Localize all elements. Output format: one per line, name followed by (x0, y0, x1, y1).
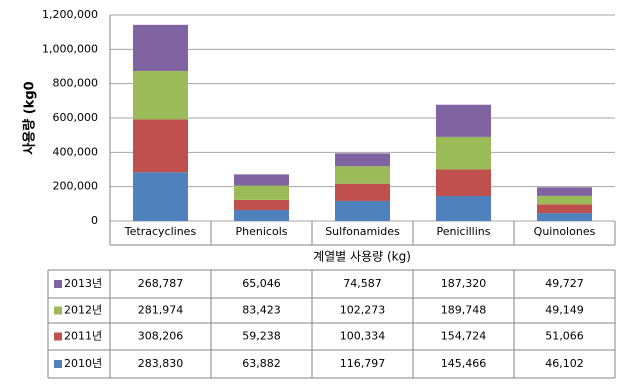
legend-key (54, 306, 62, 315)
table-value: 83,423 (242, 304, 281, 317)
legend-label: 2013년 (64, 277, 102, 290)
table-value: 65,046 (242, 277, 281, 290)
x-tick-label: Quinolones (534, 225, 596, 238)
x-tick-label: Phenicols (236, 225, 288, 238)
bar-segment (133, 119, 188, 173)
table-value: 116,797 (340, 357, 386, 370)
legend-key (54, 332, 62, 341)
bar-segment (234, 199, 289, 211)
table-value: 189,748 (441, 304, 487, 317)
bar-segment (133, 172, 188, 221)
bar-segment (335, 153, 390, 167)
bar-segment (234, 210, 289, 221)
bar-segment (133, 70, 188, 120)
table-value: 100,334 (340, 330, 386, 343)
y-axis-label: 사용량 (kg0 (22, 81, 38, 154)
table-value: 51,066 (545, 330, 584, 343)
legend-key (54, 360, 62, 368)
bar-segment (436, 169, 491, 197)
table-value: 308,206 (138, 330, 184, 343)
x-tick-label: Tetracyclines (124, 225, 197, 238)
bar-segment (234, 185, 289, 200)
y-tick-label: 1,000,000 (42, 42, 98, 55)
y-tick-label: 200,000 (53, 180, 99, 193)
x-tick-label: Sulfonamides (325, 225, 400, 238)
table-value: 102,273 (340, 304, 386, 317)
legend-label: 2011년 (64, 330, 102, 343)
x-tick-label: Penicillins (436, 225, 490, 238)
bar-segment (537, 204, 592, 214)
table-value: 283,830 (138, 357, 184, 370)
table-value: 154,724 (441, 330, 487, 343)
bar-segment (436, 196, 491, 221)
table-value: 74,587 (343, 277, 382, 290)
legend-label: 2010년 (64, 357, 102, 370)
bar-segment (133, 24, 188, 71)
bar-segment (537, 195, 592, 205)
y-tick-label: 800,000 (53, 77, 99, 90)
table-value: 268,787 (138, 277, 184, 290)
table-value: 63,882 (242, 357, 281, 370)
y-tick-label: 0 (91, 214, 98, 227)
table-value: 187,320 (441, 277, 487, 290)
bar-segment (234, 174, 289, 186)
table-value: 145,466 (441, 357, 487, 370)
table-value: 49,727 (545, 277, 584, 290)
y-tick-label: 400,000 (53, 145, 99, 158)
bar-segment (335, 183, 390, 201)
table-value: 49,149 (545, 304, 584, 317)
table-value: 59,238 (242, 330, 281, 343)
bar-segment (335, 200, 390, 221)
bar-segment (335, 166, 390, 184)
table-value: 281,974 (138, 304, 184, 317)
y-tick-label: 1,200,000 (42, 8, 98, 21)
y-tick-label: 600,000 (53, 111, 99, 124)
x-axis-label: 계열별 사용량 (kg) (313, 250, 411, 264)
bar-segment (537, 187, 592, 196)
legend-label: 2012년 (64, 304, 102, 317)
table-value: 46,102 (545, 357, 584, 370)
bar-segment (537, 213, 592, 221)
legend-key (54, 280, 62, 288)
bar-segment (436, 136, 491, 170)
bar-segment (436, 104, 491, 137)
